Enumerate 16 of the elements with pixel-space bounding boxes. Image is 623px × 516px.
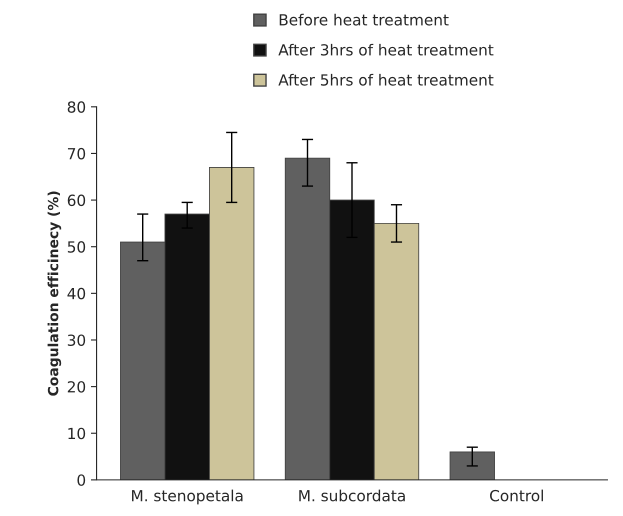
y-tick-label: 50 [68, 241, 86, 253]
legend-label: Before heat treatment [280, 14, 449, 26]
y-tick-label: 80 [68, 101, 86, 113]
y-tick-label: 30 [68, 334, 86, 346]
y-tick-label: 10 [68, 428, 86, 440]
y-tick-label: 60 [68, 194, 86, 206]
y-tick-label: 0 [77, 474, 86, 486]
y-tick-label: 40 [67, 288, 86, 300]
x-tick-label: M. stenopetala [132, 490, 242, 504]
legend-label: After 3hrs of heat treatment [278, 44, 494, 56]
legend-label: After 5hrs of heat treatment [278, 74, 494, 86]
y-axis-title: Coagulation efficinecy (%) [48, 192, 62, 396]
x-tick-label: Control [490, 490, 543, 502]
y-tick-label: 70 [68, 148, 86, 160]
x-tick-label: M. subcordata [299, 490, 405, 502]
y-tick-label: 20 [68, 381, 86, 393]
